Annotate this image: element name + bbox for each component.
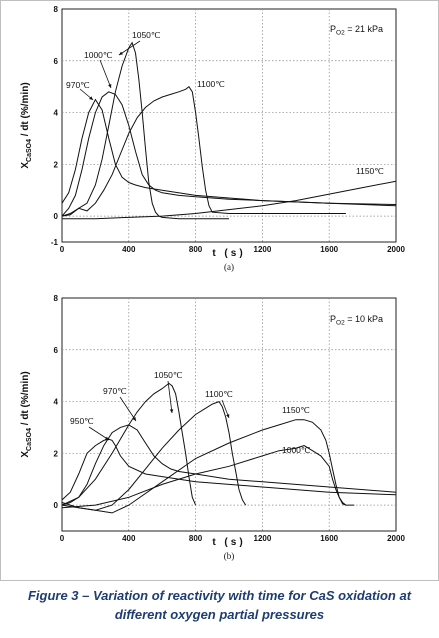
y-tick-label: 6 (54, 57, 59, 66)
y-tick-label: 6 (54, 346, 59, 355)
label-arrow (99, 59, 112, 89)
x-tick-label: 2000 (387, 245, 405, 254)
y-tick-label: 4 (54, 109, 59, 118)
label-arrow (88, 426, 110, 441)
caption-line-1: Figure 3 – Variation of reactivity with … (27, 588, 412, 603)
y-axis-title: XCaSO4 / dt (%/min) (20, 82, 33, 168)
x-axis-title: t (s) (212, 537, 245, 548)
series-line (62, 180, 397, 220)
series-label: 1150℃ (356, 166, 384, 176)
x-tick-label: 0 (60, 534, 65, 543)
arrow-head (169, 409, 174, 413)
x-tick-label: 2000 (387, 534, 405, 543)
pressure-annotation: PO2 = 10 kPa (330, 314, 383, 327)
label-arrow (118, 40, 141, 56)
series-line (61, 419, 347, 514)
x-tick-label: 0 (60, 245, 65, 254)
series-line (61, 438, 397, 501)
y-tick-label: -1 (51, 238, 59, 247)
series-label: 950℃ (70, 416, 94, 426)
arrow-head (226, 414, 230, 418)
arrow-head (132, 417, 136, 421)
label-arrow (167, 380, 173, 414)
x-tick-label: 1200 (254, 245, 272, 254)
panel-label: (a) (224, 262, 234, 272)
y-tick-label: 8 (54, 5, 59, 14)
series-label: 1150℃ (282, 405, 310, 415)
x-tick-label: 1600 (320, 245, 338, 254)
series-line (61, 91, 397, 217)
series-line (61, 400, 247, 511)
series-label: 1100℃ (197, 79, 225, 89)
x-tick-label: 400 (122, 534, 136, 543)
y-tick-label: 2 (54, 160, 59, 169)
y-tick-label: 2 (54, 449, 59, 458)
y-axis-title: XCaSO4 / dt (%/min) (20, 371, 33, 457)
x-axis-title: t (s) (212, 248, 245, 259)
arrow-head (108, 84, 112, 88)
y-tick-label: 0 (54, 212, 59, 221)
panel-label: (b) (224, 551, 235, 561)
x-tick-label: 1600 (320, 534, 338, 543)
series-label: 1100℃ (205, 389, 233, 399)
series-label: 1000℃ (84, 50, 113, 60)
series-line (61, 85, 346, 217)
x-tick-label: 800 (189, 245, 203, 254)
x-tick-label: 400 (122, 245, 136, 254)
figure-caption: Figure 3 – Variation of reactivity with … (0, 586, 439, 624)
x-tick-label: 1200 (254, 534, 272, 543)
y-tick-label: 0 (54, 501, 59, 510)
series-label: 1000℃ (282, 445, 311, 455)
series-line (61, 382, 197, 506)
pressure-annotation: PO2 = 21 kPa (330, 24, 383, 37)
series-label: 1050℃ (132, 30, 161, 40)
arrow-head (119, 51, 123, 55)
x-tick-label: 800 (189, 534, 203, 543)
series-line (61, 445, 355, 509)
series-label: 970℃ (103, 386, 127, 396)
y-tick-label: 8 (54, 294, 59, 303)
series-label: 970℃ (66, 80, 90, 90)
series-line (61, 424, 397, 506)
series-line (61, 41, 229, 220)
y-tick-label: 4 (54, 398, 59, 407)
plot-area-(a) (61, 8, 397, 243)
series-label: 1050℃ (154, 370, 183, 380)
caption-line-2: different oxygen partial pressures (114, 607, 325, 622)
arrow-head (89, 96, 93, 100)
